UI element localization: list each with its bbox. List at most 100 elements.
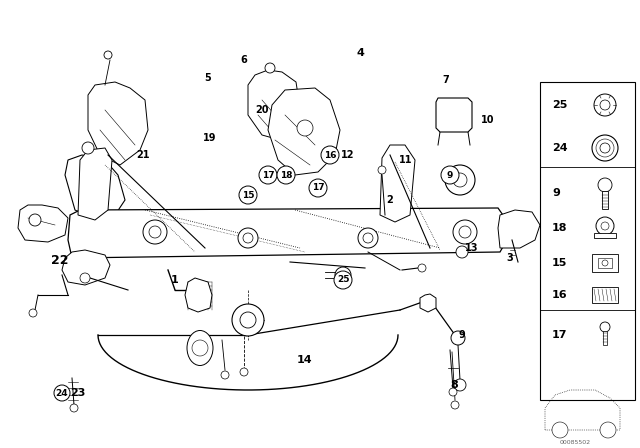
Circle shape (358, 228, 378, 248)
Text: 5: 5 (205, 73, 211, 83)
Text: 7: 7 (443, 75, 449, 85)
Circle shape (418, 264, 426, 272)
Circle shape (363, 233, 373, 243)
Text: 4: 4 (356, 48, 364, 58)
Circle shape (451, 331, 465, 345)
Text: 15: 15 (242, 190, 254, 199)
Polygon shape (78, 148, 112, 220)
Circle shape (192, 340, 208, 356)
Circle shape (600, 143, 610, 153)
Circle shape (265, 63, 275, 73)
Circle shape (592, 135, 618, 161)
Polygon shape (420, 294, 436, 312)
Text: 22: 22 (51, 254, 68, 267)
Bar (598, 258, 612, 268)
Circle shape (601, 222, 609, 230)
Circle shape (602, 260, 608, 266)
Circle shape (243, 233, 253, 243)
Text: 6: 6 (241, 55, 248, 65)
Circle shape (232, 304, 264, 336)
Circle shape (240, 368, 248, 376)
Text: 13: 13 (465, 243, 479, 253)
Circle shape (297, 120, 313, 136)
Circle shape (600, 422, 616, 438)
Polygon shape (185, 278, 212, 312)
Polygon shape (68, 208, 508, 258)
Polygon shape (540, 82, 635, 400)
Circle shape (335, 267, 351, 283)
Text: 16: 16 (324, 151, 336, 159)
Text: 20: 20 (255, 105, 269, 115)
Text: 25: 25 (337, 276, 349, 284)
Text: 9: 9 (552, 188, 560, 198)
Text: 18: 18 (280, 171, 292, 180)
Circle shape (334, 271, 352, 289)
Circle shape (309, 179, 327, 197)
Circle shape (221, 371, 229, 379)
Circle shape (321, 146, 339, 164)
Text: 3: 3 (507, 253, 513, 263)
Text: 15: 15 (552, 258, 568, 268)
Circle shape (459, 226, 471, 238)
Text: 2: 2 (387, 195, 394, 205)
Circle shape (104, 51, 112, 59)
Circle shape (456, 246, 468, 258)
Circle shape (54, 385, 70, 401)
Text: 23: 23 (70, 388, 86, 398)
Circle shape (149, 226, 161, 238)
Circle shape (600, 322, 610, 332)
Circle shape (596, 217, 614, 235)
Polygon shape (65, 155, 125, 220)
Text: 1: 1 (171, 275, 179, 285)
Text: 19: 19 (204, 133, 217, 143)
Circle shape (277, 166, 295, 184)
Text: 24: 24 (552, 143, 568, 153)
Ellipse shape (187, 331, 213, 366)
Circle shape (82, 142, 94, 154)
Circle shape (143, 220, 167, 244)
Text: 8: 8 (450, 380, 458, 390)
Bar (592, 254, 618, 272)
Polygon shape (62, 250, 110, 285)
Circle shape (29, 214, 41, 226)
Polygon shape (268, 88, 340, 175)
Circle shape (453, 220, 477, 244)
Text: 11: 11 (399, 155, 413, 165)
Text: 9: 9 (447, 171, 453, 180)
Polygon shape (18, 205, 68, 242)
Text: 9: 9 (459, 330, 465, 340)
Text: 00085502: 00085502 (559, 440, 591, 445)
Circle shape (240, 312, 256, 328)
Bar (592, 287, 618, 303)
Text: 14: 14 (296, 355, 312, 365)
Polygon shape (436, 98, 472, 132)
Circle shape (445, 165, 475, 195)
Circle shape (70, 404, 78, 412)
Bar (603, 331, 607, 345)
Circle shape (259, 166, 277, 184)
Text: 24: 24 (56, 388, 68, 397)
Circle shape (451, 401, 459, 409)
Circle shape (378, 166, 386, 174)
Polygon shape (498, 210, 540, 248)
Text: 16: 16 (552, 290, 568, 300)
Circle shape (239, 186, 257, 204)
Circle shape (552, 422, 568, 438)
Text: 21: 21 (136, 150, 150, 160)
Text: 18: 18 (552, 223, 568, 233)
Polygon shape (380, 145, 415, 222)
Circle shape (453, 173, 467, 187)
Polygon shape (88, 82, 148, 165)
Bar (602, 191, 608, 209)
Circle shape (238, 228, 258, 248)
Circle shape (594, 94, 616, 116)
Bar (594, 233, 616, 238)
Circle shape (441, 166, 459, 184)
Circle shape (598, 178, 612, 192)
Circle shape (449, 388, 457, 396)
Circle shape (80, 273, 90, 283)
Text: 12: 12 (341, 150, 355, 160)
Text: 17: 17 (552, 330, 568, 340)
Text: 17: 17 (312, 184, 324, 193)
Text: 25: 25 (552, 100, 568, 110)
